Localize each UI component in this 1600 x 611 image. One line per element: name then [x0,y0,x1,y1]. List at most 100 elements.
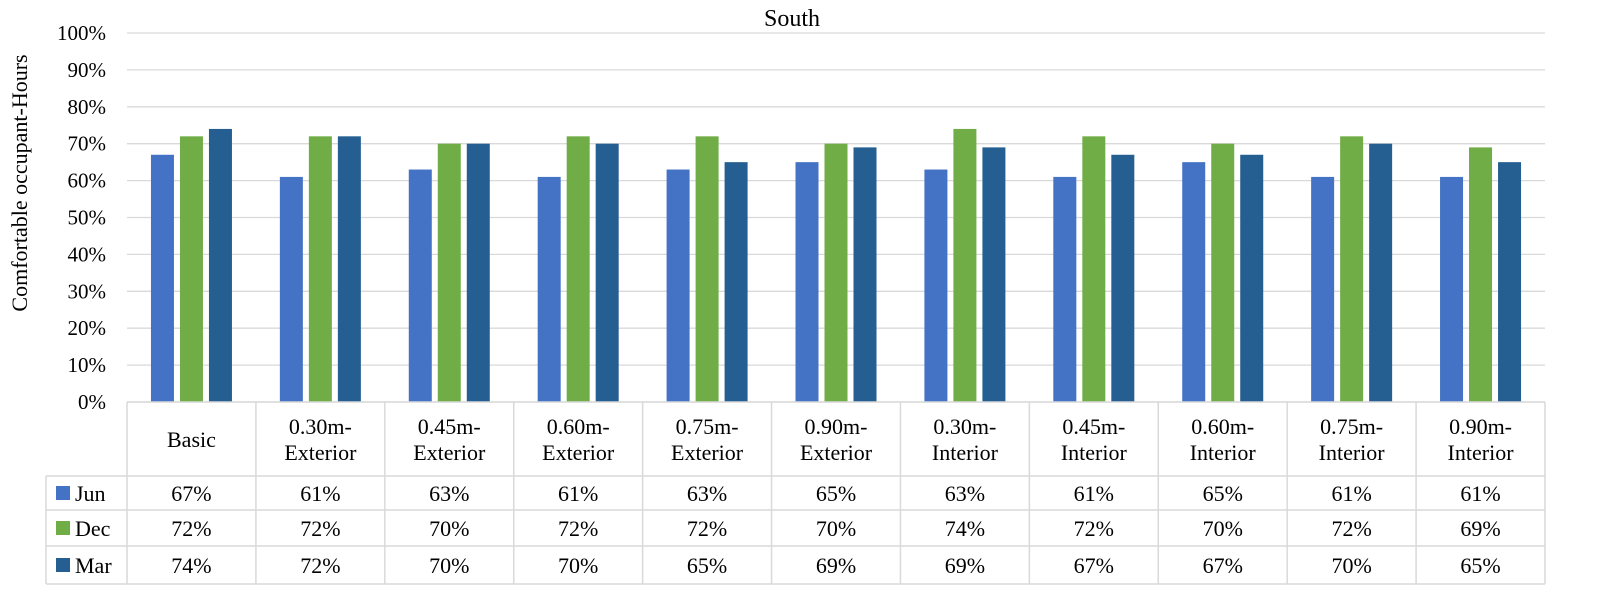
data-label: 61% [1460,481,1500,506]
data-label: 74% [945,516,985,541]
bar-dec [1211,143,1235,402]
y-tick-label: 0% [78,390,106,414]
data-label: 69% [945,553,985,578]
category-label: Exterior [542,440,615,465]
bars [150,128,1522,402]
bar-jun [1182,162,1206,402]
bar-jun [795,162,819,402]
data-label: 72% [558,516,598,541]
data-label: 61% [1074,481,1114,506]
y-tick-label: 60% [68,169,107,193]
legend-swatch-dec [56,521,70,535]
bar-jun [150,154,174,402]
y-axis-ticks: 0% 10% 20% 30% 40% 50% 60% 70% 80% 90% 100% [57,21,106,414]
y-tick-label: 20% [68,316,107,340]
data-label: 63% [945,481,985,506]
y-tick-label: 40% [68,242,107,266]
bar-jun [408,169,432,402]
bar-dec [179,136,203,402]
data-label: 61% [558,481,598,506]
bar-mar [1498,162,1522,402]
category-label: Exterior [671,440,744,465]
bar-mar [595,143,619,402]
category-label: Interior [1061,440,1128,465]
category-label: Exterior [413,440,486,465]
bar-jun [1311,176,1335,402]
data-label: 70% [429,516,469,541]
data-table: Basic0.30m-Exterior0.45m-Exterior0.60m-E… [45,401,1546,585]
y-tick-label: 10% [68,353,107,377]
y-tick-label: 70% [68,132,107,156]
data-label: 69% [1460,516,1500,541]
data-label: 65% [816,481,856,506]
bar-jun [1440,176,1464,402]
data-label: 65% [1203,481,1243,506]
category-label: 0.90m- [805,414,868,439]
legend-label: Jun [75,481,106,506]
data-label: 61% [1331,481,1371,506]
bar-dec [1082,136,1106,402]
data-label: 74% [171,553,211,578]
category-label: 0.75m- [1320,414,1383,439]
data-label: 65% [1460,553,1500,578]
category-label: Interior [932,440,999,465]
category-label: 0.60m- [1191,414,1254,439]
bar-jun [279,176,303,402]
y-axis-label: Comfortable occupant-Hours [7,54,32,311]
data-label: 70% [816,516,856,541]
bar-mar [724,162,748,402]
y-tick-label: 100% [57,21,106,45]
category-label: 0.90m- [1449,414,1512,439]
bar-dec [1469,147,1493,402]
bar-jun [924,169,948,402]
y-tick-label: 50% [68,206,107,230]
bar-dec [824,143,848,402]
data-label: 72% [171,516,211,541]
category-label: Interior [1319,440,1386,465]
data-label: 72% [300,516,340,541]
data-label: 70% [1331,553,1371,578]
bar-mar [982,147,1006,402]
data-label: 70% [1203,516,1243,541]
data-label: 72% [1331,516,1371,541]
data-label: 65% [687,553,727,578]
category-label: 0.45m- [418,414,481,439]
data-label: 67% [1074,553,1114,578]
legend-swatch-jun [56,486,70,500]
category-label: 0.60m- [547,414,610,439]
chart-title: South [764,6,820,32]
bar-mar [466,143,490,402]
bar-dec [1340,136,1364,402]
bar-mar [1111,154,1135,402]
data-label: 72% [300,553,340,578]
category-label: Exterior [284,440,357,465]
category-label: Basic [167,427,216,452]
bar-jun [666,169,690,402]
bar-dec [566,136,590,402]
bar-dec [437,143,461,402]
category-label: 0.30m- [933,414,996,439]
y-tick-label: 90% [68,58,107,82]
data-label: 67% [171,481,211,506]
data-label: 72% [1074,516,1114,541]
category-label: 0.45m- [1062,414,1125,439]
y-tick-label: 30% [68,279,107,303]
bar-dec [308,136,332,402]
data-label: 63% [687,481,727,506]
legend-label: Dec [75,516,111,541]
bar-jun [537,176,561,402]
category-label: Interior [1190,440,1257,465]
bar-mar [337,136,361,402]
data-label: 70% [558,553,598,578]
data-label: 63% [429,481,469,506]
data-label: 61% [300,481,340,506]
category-label: 0.30m- [289,414,352,439]
data-label: 67% [1203,553,1243,578]
data-label: 69% [816,553,856,578]
data-label: 70% [429,553,469,578]
bar-dec [695,136,719,402]
bar-mar [1240,154,1264,402]
bar-mar [1369,143,1393,402]
legend-swatch-mar [56,558,70,572]
